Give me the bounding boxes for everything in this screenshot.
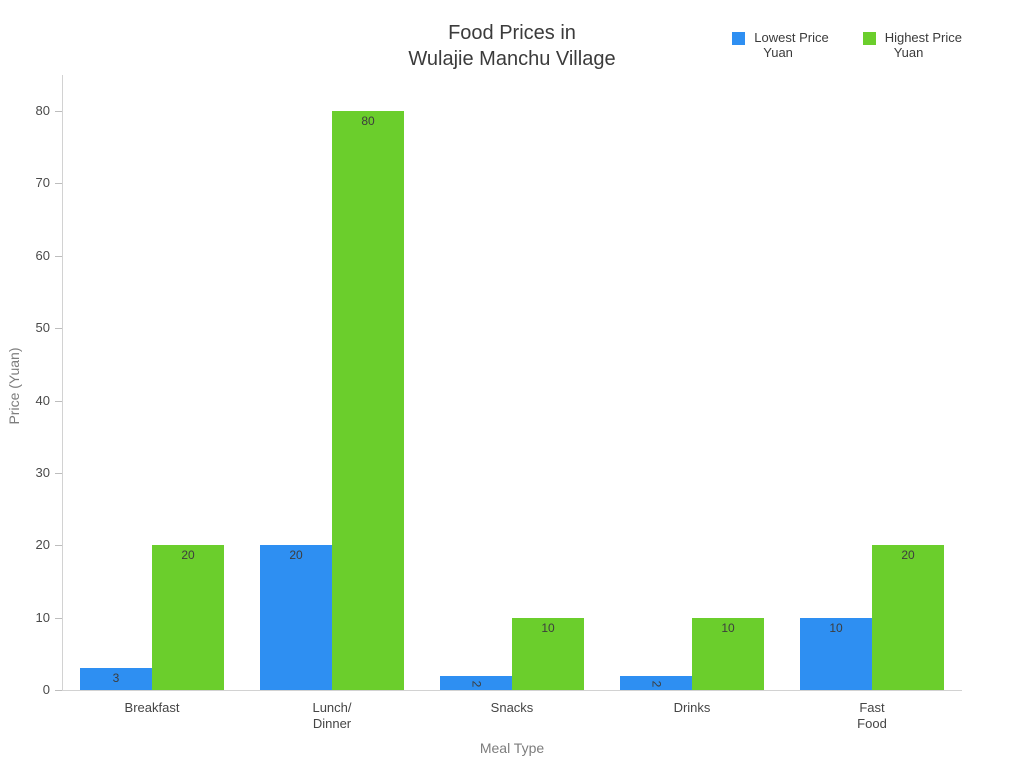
legend-swatch [862, 32, 876, 45]
y-axis-title: Price (Yuan) [6, 347, 22, 425]
bar [800, 617, 872, 690]
x-tick-label: Breakfast [62, 700, 242, 716]
bar [152, 545, 224, 690]
bar-value-text: 3 [112, 671, 120, 686]
bar-value-text: 10 [721, 620, 735, 635]
legend-label-line: Highest Price [884, 30, 962, 45]
legend-label: Lowest Price Yuan [754, 30, 828, 60]
x-tick-label-line: Snacks [490, 700, 534, 715]
bar-value-text: 80 [361, 114, 375, 128]
chart-title-line1: Food Prices in [448, 22, 576, 44]
bar [512, 617, 584, 690]
bar-value-text: 20 [181, 548, 195, 563]
bar [872, 545, 944, 690]
bar-value-label: 20 [872, 548, 944, 562]
x-tick-label: Drinks [602, 700, 782, 716]
bar-value-label: 10 [512, 621, 584, 635]
bar-value-label: 20 [260, 548, 332, 562]
y-tick-label: 40 [35, 392, 50, 408]
x-tick-label: Fast Food [782, 700, 962, 732]
bar-value-label: 10 [692, 621, 764, 635]
bar-value-label: 3 [80, 671, 152, 685]
bar [332, 111, 404, 690]
bar [260, 545, 332, 690]
y-axis [62, 75, 63, 691]
legend-label-line: Yuan [893, 45, 924, 60]
legend-item: Highest Price Yuan [862, 30, 962, 60]
y-tick-label: 20 [35, 537, 50, 553]
bar [692, 617, 764, 690]
bar-value-text: 2 [649, 680, 663, 687]
y-tick-label: 10 [35, 609, 50, 625]
legend: Lowest Price Yuan Highest Price Yuan [732, 30, 962, 60]
bar-value-text: 20 [901, 548, 915, 563]
y-tick-label: 50 [35, 320, 50, 336]
x-tick-label-line: Food [857, 716, 887, 731]
chart-title-line2: Wulajie Manchu Village [408, 48, 616, 70]
bar-value-label: 2 [620, 677, 692, 691]
bar [620, 675, 692, 690]
y-tick-mark [55, 690, 62, 691]
y-tick-mark [55, 328, 62, 330]
y-tick-mark [55, 183, 62, 185]
bar-value-label: 10 [800, 621, 872, 635]
bar-value-text: 20 [289, 548, 303, 563]
bar [440, 675, 512, 690]
bar [80, 668, 152, 690]
legend-label-line: Lowest Price [754, 30, 829, 45]
x-tick-label-line: Fast [859, 700, 885, 715]
y-tick-label: 60 [35, 247, 50, 263]
y-tick-label: 0 [42, 682, 50, 697]
bar-value-text: 10 [541, 620, 555, 635]
x-axis-title: Meal Type [479, 740, 545, 756]
y-tick-mark [55, 617, 62, 619]
x-tick-label-line: Dinner [312, 716, 352, 731]
y-tick-mark [55, 400, 62, 402]
bar-value-label: 20 [152, 548, 224, 562]
y-tick-mark [55, 111, 62, 112]
legend-item: Lowest Price Yuan [732, 30, 829, 60]
y-tick-mark [55, 472, 62, 474]
y-tick-mark [55, 255, 62, 257]
chart-title: Food Prices in Wulajie Manchu Village [0, 20, 1024, 72]
x-tick-label-line: Lunch/ [312, 700, 352, 715]
x-tick-label-line: Drinks [673, 700, 711, 715]
legend-swatch [732, 32, 746, 45]
bar-value-label: 80 [332, 114, 404, 128]
legend-label-line: Yuan [763, 45, 793, 60]
bar-value-text: 10 [829, 620, 843, 635]
y-tick-label: 30 [35, 464, 50, 480]
legend-label: Highest Price Yuan [885, 30, 962, 60]
x-tick-label-line: Breakfast [124, 700, 180, 715]
y-tick-mark [55, 545, 62, 547]
bar-value-text: 2 [469, 680, 483, 687]
x-axis [62, 690, 962, 691]
bar-value-label: 2 [440, 677, 512, 691]
y-tick-label: 70 [35, 175, 50, 191]
x-tick-label: Lunch/Dinner [242, 700, 422, 732]
y-tick-label: 80 [35, 103, 50, 118]
x-tick-label: Snacks [422, 700, 602, 716]
